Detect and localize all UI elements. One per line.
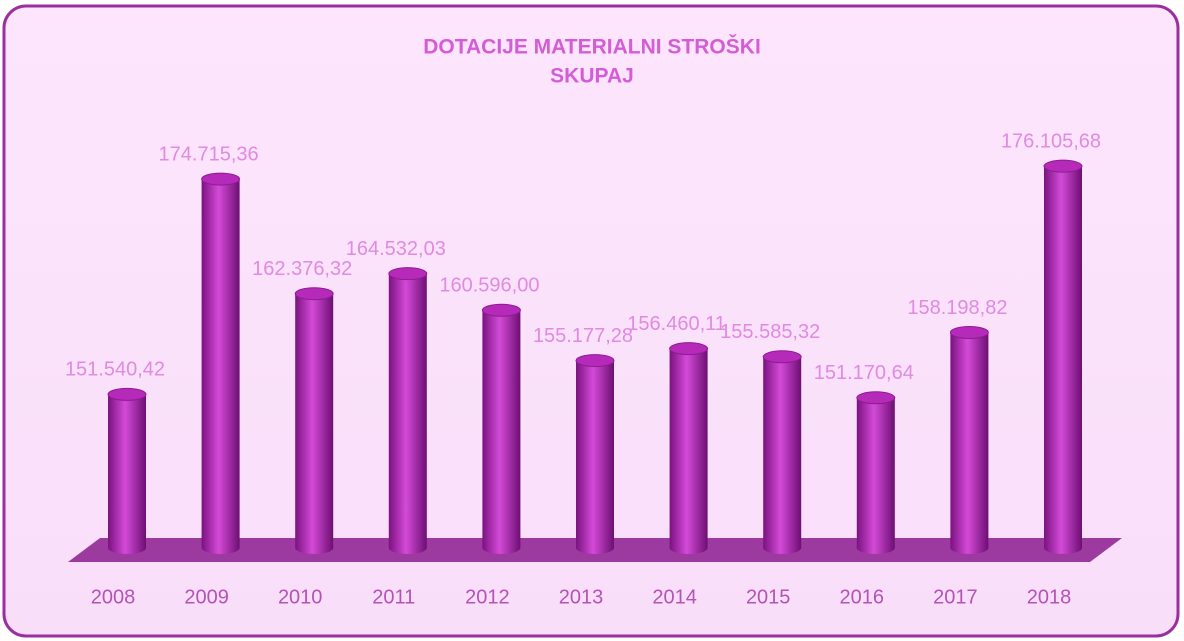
cylinder-body (201, 179, 240, 548)
cylinder-body (388, 273, 427, 548)
cylinder-body (295, 293, 334, 548)
data-label: 155.177,28 (533, 325, 633, 347)
cylinder-top (107, 387, 147, 401)
data-label: 151.540,42 (65, 359, 165, 381)
x-tick-label: 2017 (933, 586, 978, 608)
bar (856, 391, 896, 554)
bar (388, 267, 428, 554)
cylinder-base (201, 542, 240, 554)
cylinder-body (1044, 166, 1082, 549)
cylinder-body (763, 356, 802, 548)
data-label: 158.198,82 (907, 297, 1007, 319)
bar (294, 287, 334, 554)
cylinder-top (949, 326, 989, 340)
data-label: 162.376,32 (252, 258, 352, 280)
chart-title: DOTACIJE MATERIALNI STROŠKI (423, 35, 761, 59)
bar (107, 387, 147, 554)
cylinder-base (576, 542, 614, 554)
cylinder-top (856, 391, 896, 405)
bar (949, 326, 989, 554)
cylinder-top (388, 267, 428, 281)
x-tick-label: 2018 (1027, 586, 1072, 608)
cylinder-base (295, 542, 334, 554)
chart-title: SKUPAJ (550, 65, 634, 88)
data-label: 151.170,64 (814, 362, 914, 384)
x-tick-label: 2012 (465, 586, 510, 608)
cylinder-top (669, 342, 709, 356)
bar (575, 354, 615, 554)
cylinder-base (669, 542, 708, 554)
bar (201, 172, 241, 554)
cylinder-base (1044, 542, 1082, 554)
cylinder-top (575, 354, 615, 368)
cylinder-base (856, 542, 895, 554)
cylinder-body (950, 332, 989, 548)
data-label: 160.596,00 (439, 275, 539, 297)
cylinder-top (201, 172, 241, 186)
bar (669, 342, 709, 554)
cylinder-body (669, 348, 708, 548)
cylinder-top (1043, 159, 1083, 173)
data-label: 164.532,03 (346, 238, 446, 260)
bar (481, 303, 521, 554)
cylinder-base (108, 542, 146, 554)
x-tick-label: 2009 (184, 586, 229, 608)
cylinder-base (388, 542, 427, 554)
cylinder-base (763, 542, 802, 554)
cylinder-body (856, 397, 895, 548)
x-tick-label: 2008 (91, 586, 136, 608)
cylinder-top (762, 350, 802, 364)
x-tick-label: 2016 (840, 586, 885, 608)
data-label: 176.105,68 (1001, 130, 1101, 152)
bar (762, 350, 802, 554)
bar (1043, 159, 1083, 554)
x-tick-label: 2013 (559, 586, 604, 608)
cylinder-base (950, 542, 989, 554)
cylinder-base (482, 542, 521, 554)
cylinder-body (482, 310, 521, 548)
x-tick-label: 2011 (372, 586, 415, 608)
x-tick-label: 2010 (278, 586, 323, 608)
cylinder-top (294, 287, 334, 301)
data-label: 156.460,11 (627, 313, 726, 335)
x-tick-label: 2014 (652, 586, 697, 608)
data-label: 174.715,36 (159, 143, 259, 165)
cylinder-body (576, 360, 614, 548)
x-tick-label: 2015 (746, 586, 791, 608)
cylinder-body (108, 394, 146, 548)
data-label: 155.585,32 (720, 321, 820, 343)
cylinder-top (481, 303, 521, 317)
